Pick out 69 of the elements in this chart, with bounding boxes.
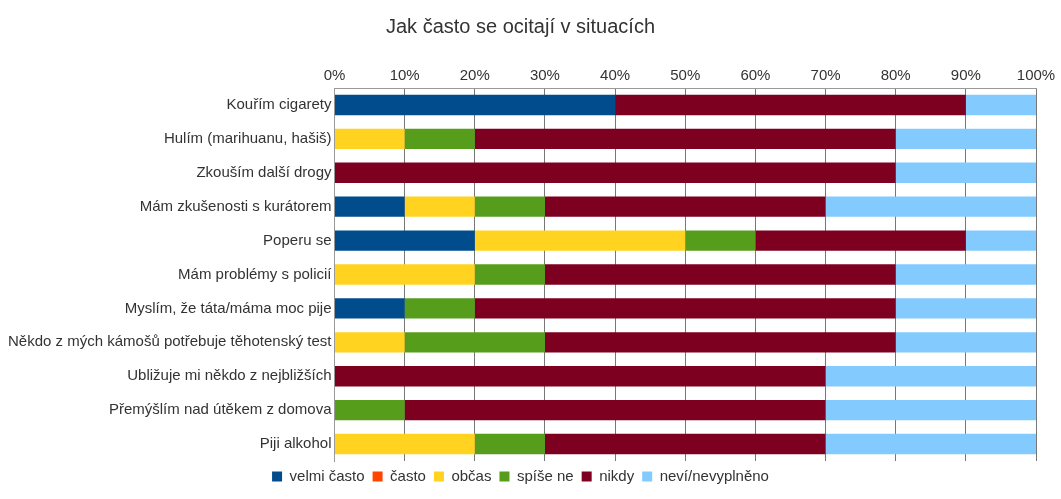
bar xyxy=(895,332,1036,353)
bar xyxy=(544,196,826,217)
legend-label: nikdy xyxy=(599,466,635,484)
bar xyxy=(404,399,826,421)
bar xyxy=(335,128,405,150)
chart-title: Jak často se ocitají v situacích xyxy=(385,14,656,37)
y-tick-label: Někdo z mých kámošů potřebuje těhotenský test xyxy=(8,332,333,350)
bar xyxy=(474,433,545,455)
y-tick-label: Ubližuje mi někdo z nejbližších xyxy=(127,366,332,384)
x-tick-label: 50% xyxy=(670,66,701,84)
bar xyxy=(825,433,1036,455)
x-tick-label: 40% xyxy=(600,66,631,84)
bar xyxy=(404,332,545,353)
y-tick-label: Piji alkohol xyxy=(259,434,332,452)
bar xyxy=(335,366,826,387)
legend-label: často xyxy=(390,466,426,484)
bar xyxy=(335,332,405,353)
bar xyxy=(474,264,545,285)
bar xyxy=(335,298,405,319)
bar xyxy=(544,264,896,285)
x-tick-label: 30% xyxy=(529,66,560,84)
legend-label: spíše ne xyxy=(516,466,574,484)
bar xyxy=(895,264,1036,285)
x-tick-label: 20% xyxy=(459,66,490,84)
y-tick-label: Kouřím cigarety xyxy=(226,95,332,113)
legend-label: velmi často xyxy=(289,466,365,484)
bar xyxy=(404,196,475,217)
bar xyxy=(825,196,1036,217)
legend-label: občas xyxy=(451,466,492,484)
bar xyxy=(335,94,616,116)
bar xyxy=(895,162,1036,183)
bar xyxy=(755,230,966,251)
y-tick-label: Myslím, že táta/máma moc pije xyxy=(124,298,332,316)
y-tick-label: Zkouším další drogy xyxy=(196,162,332,180)
y-tick-label: Mám problémy s policií xyxy=(178,264,333,282)
bar xyxy=(825,366,1036,387)
bar xyxy=(895,298,1036,319)
x-tick-label: 70% xyxy=(810,66,841,84)
x-tick-label: 60% xyxy=(740,66,771,84)
bar xyxy=(335,264,475,285)
x-tick-label: 80% xyxy=(880,66,911,84)
bar xyxy=(544,433,826,455)
bar xyxy=(615,94,966,116)
x-tick-label: 0% xyxy=(323,66,346,84)
bar xyxy=(335,433,475,455)
bar xyxy=(335,399,405,421)
bar xyxy=(825,399,1036,421)
bar xyxy=(474,298,896,319)
y-tick-label: Hulím (marihuanu, hašiš) xyxy=(163,129,332,146)
y-tick-label: Mám zkušenosti s kurátorem xyxy=(139,196,332,214)
bar xyxy=(544,332,896,353)
x-tick-label: 100% xyxy=(1016,66,1056,84)
y-tick-label: Přemýšlím nad útěkem z domova xyxy=(108,400,333,418)
bar xyxy=(335,162,896,183)
bar xyxy=(404,298,475,319)
x-tick-label: 10% xyxy=(389,66,420,84)
legend-label: neví/nevyplněno xyxy=(659,466,769,484)
bar xyxy=(404,128,475,150)
bar xyxy=(474,196,545,217)
y-tick-label: Poperu se xyxy=(263,230,332,248)
bar xyxy=(474,230,686,251)
x-tick-label: 90% xyxy=(950,66,981,84)
bar xyxy=(685,230,756,251)
bar xyxy=(895,128,1036,150)
bar xyxy=(474,128,896,150)
bar xyxy=(965,94,1036,116)
bar xyxy=(965,230,1036,251)
bar xyxy=(335,196,405,217)
bar xyxy=(335,230,475,251)
